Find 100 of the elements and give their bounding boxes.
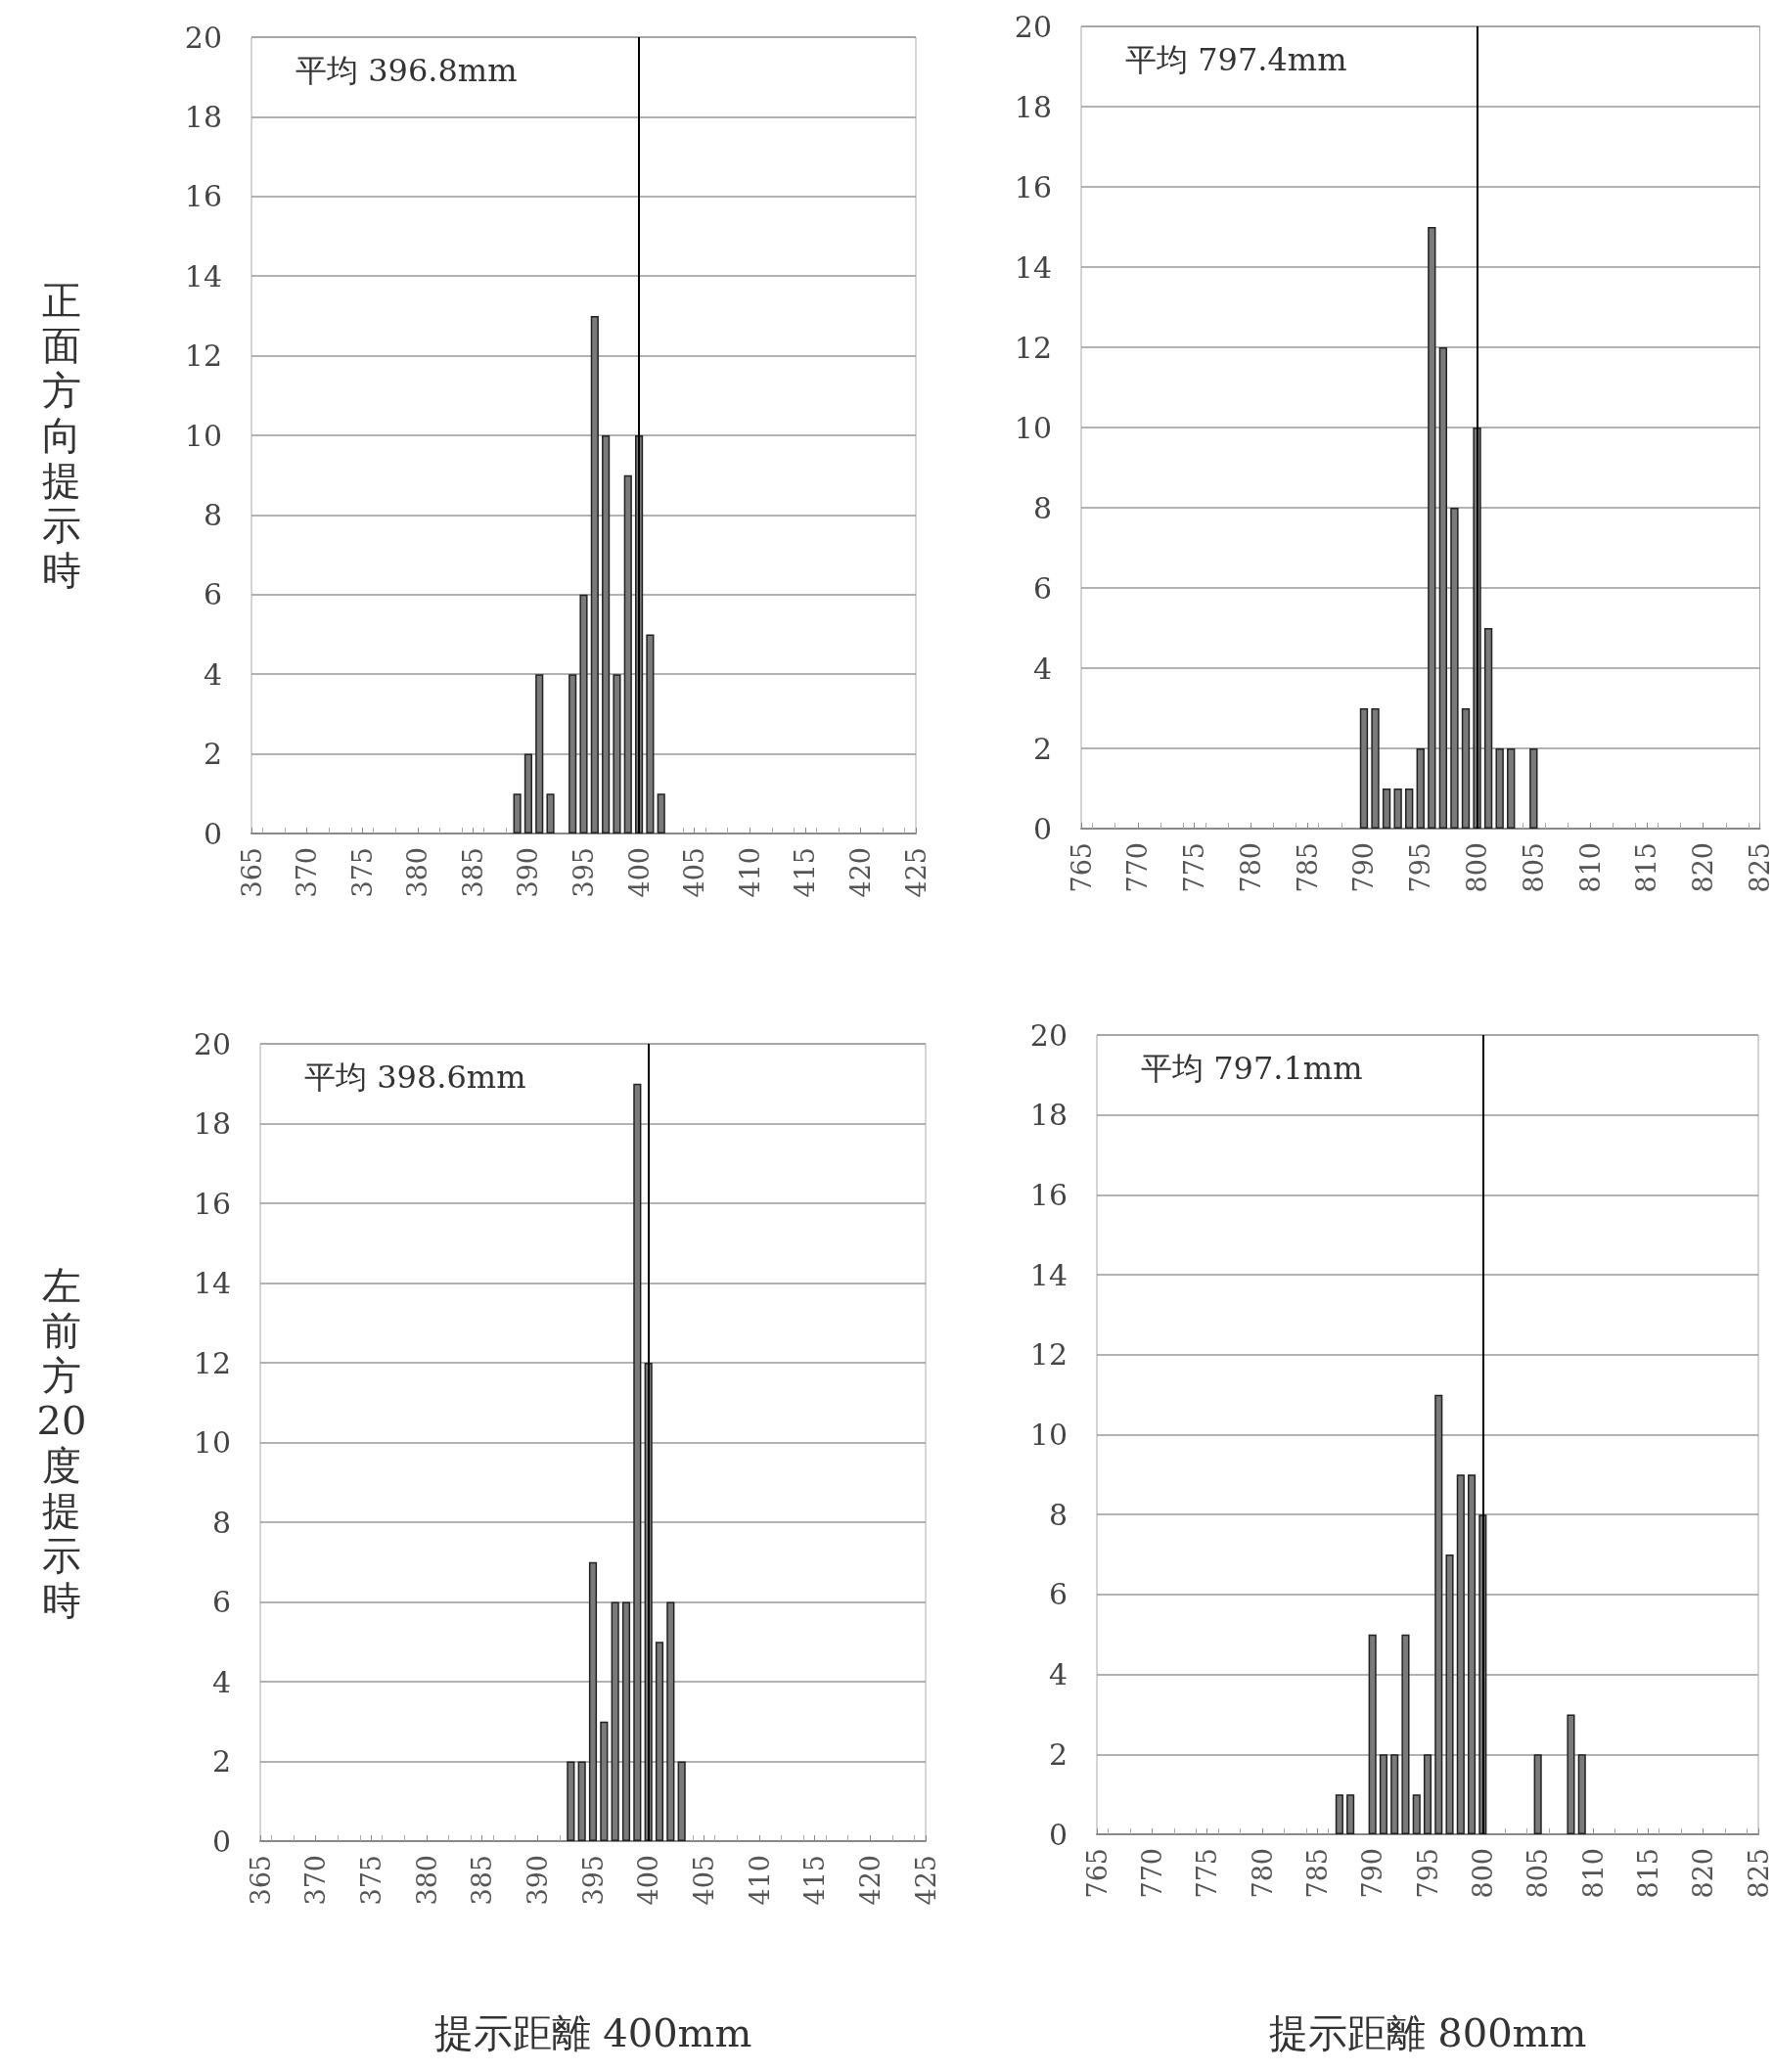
bar — [1428, 227, 1436, 829]
x-tick-label: 805 — [1523, 1848, 1554, 1899]
y-tick-label: 4 — [1048, 1657, 1068, 1692]
bar — [677, 1761, 686, 1841]
y-tick-label: 4 — [1032, 651, 1052, 686]
bar — [1461, 708, 1471, 829]
bar — [1390, 1754, 1399, 1834]
bar — [657, 793, 665, 833]
bar — [1507, 748, 1516, 829]
bar — [1577, 1754, 1586, 1834]
y-tick-label: 0 — [211, 1824, 231, 1859]
bar — [1379, 1754, 1387, 1834]
y-axis-title: 左前方20度提示時 — [35, 1262, 88, 1623]
bar — [1445, 1554, 1454, 1834]
y-tick-label: 0 — [1048, 1817, 1068, 1852]
annotation: 平均 396.8mm — [296, 52, 518, 89]
x-tick-label: 770 — [1136, 1848, 1167, 1899]
x-tick-label: 785 — [1292, 842, 1323, 893]
x-tick-label: 825 — [1745, 842, 1773, 893]
x-tick-label: 815 — [1631, 842, 1662, 893]
y-tick-label: 4 — [203, 656, 222, 692]
bar — [1335, 1794, 1343, 1834]
y-tick-label: 6 — [1032, 570, 1052, 606]
x-tick-label: 390 — [522, 1855, 553, 1906]
x-tick-label: 385 — [467, 1855, 498, 1906]
y-tick-label: 2 — [1032, 731, 1052, 766]
bar — [588, 1561, 598, 1841]
y-tick-label: 8 — [1032, 490, 1052, 525]
y-tick-label: 10 — [184, 418, 222, 453]
annotation: 平均 398.6mm — [304, 1059, 526, 1096]
bar — [621, 1601, 631, 1841]
x-tick-label: 415 — [799, 1855, 831, 1906]
bar — [1495, 748, 1504, 829]
x-tick-label: 770 — [1122, 842, 1154, 893]
x-tick-label: 795 — [1405, 842, 1436, 893]
bar — [1438, 347, 1448, 829]
x-tick-label: 410 — [734, 847, 765, 898]
y-tick-label: 20 — [184, 20, 222, 55]
bar — [623, 474, 632, 833]
annotation: 平均 797.1mm — [1141, 1050, 1363, 1087]
x-tick-label: 810 — [1577, 1848, 1609, 1899]
x-tick-label: 420 — [854, 1855, 886, 1906]
bar — [655, 1642, 664, 1841]
x-tick-label: 375 — [346, 847, 378, 898]
x-tick-label: 800 — [1467, 1848, 1498, 1899]
y-tick-label: 20 — [193, 1026, 231, 1061]
bar — [1416, 748, 1425, 829]
y-tick-label: 14 — [184, 258, 222, 293]
x-tick-label: 395 — [577, 1855, 609, 1906]
x-tick-label: 780 — [1247, 1848, 1278, 1899]
x-tick-label: 385 — [457, 847, 488, 898]
y-tick-label: 0 — [1032, 811, 1052, 846]
bar — [602, 435, 611, 833]
x-tick-label: 805 — [1518, 842, 1549, 893]
x-tick-label: 380 — [411, 1855, 442, 1906]
x-tick-label: 820 — [1688, 842, 1719, 893]
x-tick-label: 370 — [300, 1855, 332, 1906]
x-tick-label: 795 — [1412, 1848, 1443, 1899]
bar — [1468, 1474, 1477, 1834]
x-tick-label: 425 — [900, 847, 932, 898]
y-axis-title: 正面方向提示時 — [41, 278, 82, 593]
y-tick-label: 20 — [1029, 1017, 1068, 1053]
bar — [535, 674, 544, 833]
y-tick-label: 6 — [211, 1585, 231, 1619]
x-tick-label: 825 — [1743, 1848, 1773, 1899]
bar — [546, 793, 555, 833]
bar — [1371, 708, 1380, 829]
y-tick-label: 16 — [193, 1186, 231, 1221]
x-tick-label: 395 — [568, 847, 599, 898]
bar — [577, 1761, 586, 1841]
bar — [613, 674, 621, 833]
y-tick-label: 10 — [1029, 1418, 1068, 1452]
y-tick-label: 16 — [184, 179, 222, 214]
bar — [1533, 1754, 1542, 1834]
bar — [579, 594, 588, 833]
bar — [1382, 788, 1391, 829]
x-tick-label: 420 — [844, 847, 876, 898]
y-tick-label: 12 — [193, 1345, 231, 1380]
x-tick-label: 765 — [1066, 842, 1097, 893]
bar — [1483, 628, 1493, 829]
x-tick-label: 780 — [1235, 842, 1266, 893]
bar — [1450, 508, 1459, 829]
x-tick-label: 800 — [1462, 842, 1493, 893]
x-tick-label: 775 — [1192, 1848, 1223, 1899]
y-tick-label: 2 — [211, 1744, 231, 1779]
y-tick-label: 0 — [203, 816, 222, 851]
y-tick-label: 4 — [211, 1664, 231, 1699]
bar — [1434, 1394, 1443, 1834]
y-tick-label: 12 — [1029, 1337, 1068, 1373]
x-tick-label: 765 — [1081, 1848, 1113, 1899]
x-tick-label: 415 — [790, 847, 821, 898]
bar — [513, 793, 522, 833]
bar — [1423, 1754, 1432, 1834]
y-tick-label: 8 — [211, 1505, 231, 1540]
x-tick-label: 365 — [245, 1855, 276, 1906]
y-tick-label: 2 — [1048, 1736, 1068, 1772]
x-tick-label: 790 — [1348, 842, 1380, 893]
y-tick-label: 20 — [1014, 9, 1052, 44]
bar — [1529, 748, 1538, 829]
bar — [1456, 1474, 1465, 1834]
